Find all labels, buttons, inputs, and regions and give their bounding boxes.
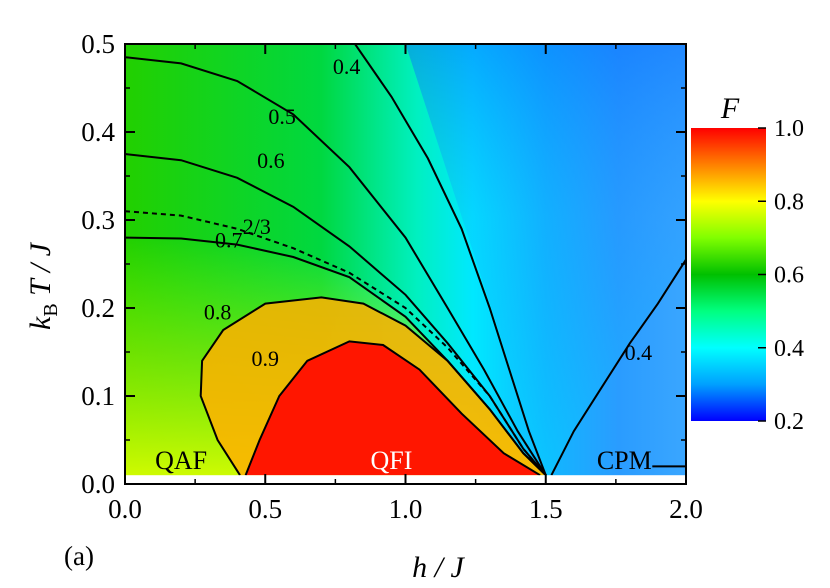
y-tick-label: 0.5 [81, 29, 115, 59]
contour-lines [125, 44, 686, 477]
y-tick-label: 0.4 [81, 117, 115, 147]
y-tick-label: 0.2 [81, 293, 115, 323]
x-axis-ticks: 0.0 0.5 1.0 1.5 2.0 [108, 44, 703, 524]
x-tick-label: 1.0 [389, 494, 423, 524]
colorbar-tick-label: 0.4 [774, 336, 804, 362]
heatmap-cpm-band [405, 44, 686, 476]
contour-label: 2/3 [243, 214, 271, 239]
panel-label: (a) [64, 541, 94, 571]
contour-line [244, 340, 541, 477]
contour-line [125, 210, 547, 476]
x-tick-label: 2.0 [669, 494, 703, 524]
colorbar-title: F [720, 92, 740, 125]
contour-line [199, 296, 547, 476]
x-tick-label: 1.5 [529, 494, 563, 524]
contour-line [125, 56, 547, 476]
y-tick-label: 0.0 [81, 469, 115, 499]
contour-label: 0.5 [268, 104, 296, 129]
contour-label: 0.8 [204, 300, 232, 325]
contour-label: 0.6 [257, 148, 285, 173]
region-label: QFI [371, 446, 413, 475]
x-axis-title: h / J [412, 551, 465, 584]
region-labels: QAF QFI CPM [155, 446, 652, 475]
contour-line [354, 44, 547, 476]
x-tick-label: 0.0 [108, 494, 142, 524]
y-axis-ticks: 0.0 0.1 0.2 0.3 0.4 0.5 [81, 29, 686, 499]
heatmap-qfi-band [245, 341, 541, 476]
x-tick-label: 0.5 [248, 494, 282, 524]
contour-label: 0.4 [333, 54, 361, 79]
contour-label: 0.4 [625, 340, 653, 365]
colorbar [691, 128, 766, 421]
heatmap-field: 0.4 0.4 0.5 0.6 2/30.7 0.8 0.9 [125, 44, 686, 484]
y-axis-title: kB T / J [24, 241, 62, 330]
contour-line [550, 259, 686, 476]
y-tick-label: 0.3 [81, 205, 115, 235]
colorbar-tick-label: 0.2 [774, 409, 804, 435]
y-tick-label: 0.1 [81, 381, 115, 411]
colorbar-tick-label: 0.8 [774, 189, 804, 215]
colorbar-tick-label: 1.0 [774, 116, 804, 142]
contour-label: 0.9 [252, 346, 280, 371]
contour-labels: 0.4 0.4 0.5 0.6 2/30.7 0.8 0.9 [204, 54, 652, 371]
contour-label: 0.7 [215, 227, 243, 252]
colorbar-ticks: 0.2 0.4 0.6 0.8 1.0 [758, 116, 804, 435]
region-label: QAF [155, 446, 207, 475]
region-label: CPM [597, 446, 652, 475]
colorbar-tick-label: 0.6 [774, 263, 804, 289]
